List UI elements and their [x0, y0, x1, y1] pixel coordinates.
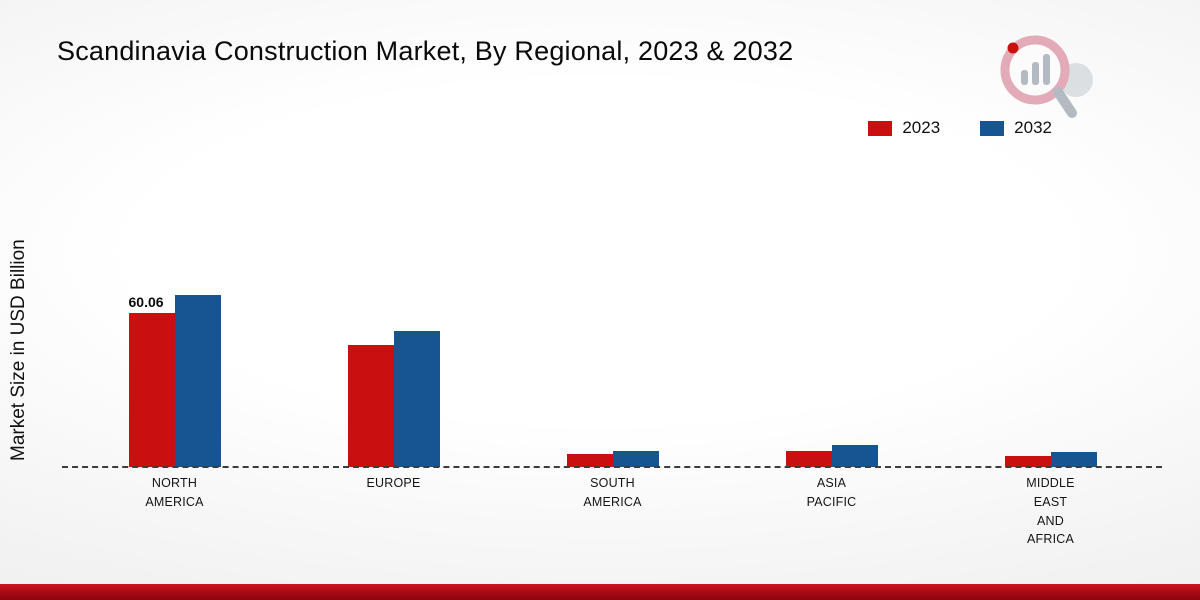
category-label-south-america: SOUTH AMERICA — [583, 476, 642, 509]
bar-2023-north-america: 60.06 — [128, 294, 175, 467]
bar-2032-middle-east-and-africa — [1050, 452, 1097, 467]
legend-item-2023[interactable]: 2023 — [868, 118, 940, 138]
bar-data-label: 60.06 — [128, 294, 164, 310]
chart-legend: 2023 2032 — [868, 118, 1052, 138]
logo-bar-3 — [1043, 54, 1050, 85]
category-label-middle-east-and-africa: MIDDLE EAST AND AFRICA — [1026, 476, 1075, 547]
bar-2032-europe — [393, 331, 440, 467]
bar-2032-asia-pacific — [831, 445, 878, 467]
bar-2023-middle-east-and-africa — [1004, 456, 1051, 467]
legend-swatch-2023 — [868, 120, 893, 136]
x-axis-labels: NORTH AMERICA EUROPE SOUTH AMERICA ASIA PACIFI… — [65, 474, 1160, 564]
category-label-asia-pacific: ASIA PACIFIC — [806, 476, 857, 509]
logo-handle — [1053, 87, 1077, 118]
bar-group-europe — [347, 331, 440, 467]
brand-logo — [1000, 35, 1093, 118]
legend-label-2023: 2023 — [902, 118, 941, 137]
bar-2023-europe — [347, 345, 394, 467]
bar-group-middle-east-and-africa — [1004, 452, 1097, 467]
y-axis-title: Market Size in USD Billion — [8, 239, 29, 461]
bar-2032-south-america — [612, 451, 659, 467]
logo-bar-1 — [1021, 70, 1028, 85]
logo-bar-2 — [1032, 62, 1039, 85]
bar-group-north-america: 60.06 — [128, 294, 221, 467]
category-label-europe: EUROPE — [366, 476, 421, 490]
bar-2023-south-america — [566, 454, 613, 467]
bar-2023-asia-pacific — [785, 451, 832, 467]
x-axis-baseline — [62, 466, 1162, 468]
plot-area: 60.06 — [65, 120, 1160, 467]
legend-item-2032[interactable]: 2032 — [980, 118, 1052, 138]
bar-group-south-america — [566, 451, 659, 467]
legend-swatch-2032 — [980, 120, 1005, 136]
bar-2032-north-america — [174, 295, 221, 467]
logo-red-dot — [1007, 42, 1019, 54]
footer-red-bar — [0, 584, 1200, 600]
bar-group-asia-pacific — [785, 445, 878, 467]
chart-title: Scandinavia Construction Market, By Regi… — [57, 36, 794, 66]
legend-label-2032: 2032 — [1014, 118, 1052, 137]
category-label-north-america: NORTH AMERICA — [145, 476, 204, 509]
